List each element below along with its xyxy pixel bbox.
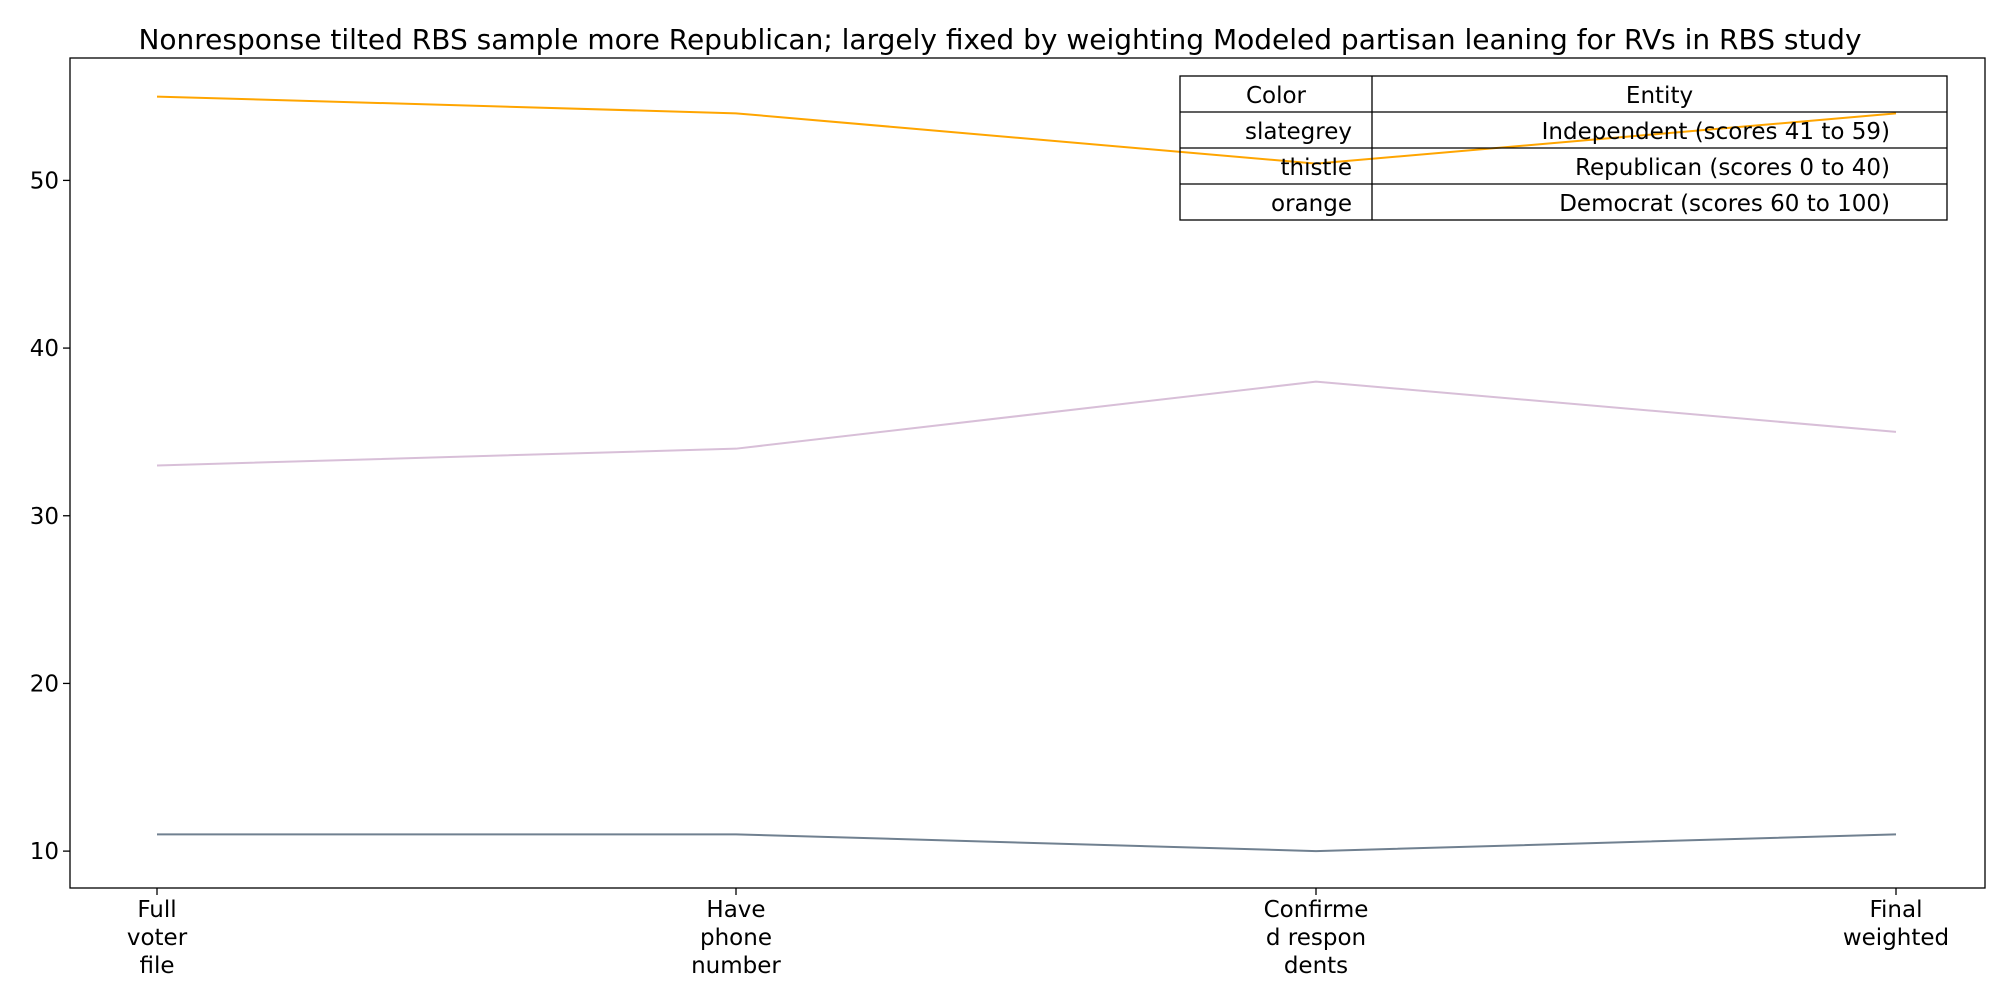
y-tick-label: 10	[30, 839, 59, 865]
y-axis: 10 20 30 40 50	[30, 168, 70, 865]
legend-table-cell-entity: Democrat (scores 60 to 100)	[1559, 191, 1890, 217]
x-tick-label-line: Confirme	[1264, 897, 1369, 923]
x-tick-label-line: number	[691, 953, 781, 979]
series-line-1	[156, 380, 1897, 467]
legend-table-header-entity: Entity	[1626, 83, 1693, 109]
x-tick-label-line: Have	[706, 897, 765, 923]
legend-table: Color Entity slategrey Independent (scores …	[1179, 75, 1948, 221]
x-tick-label: Final weighted	[1843, 897, 1949, 951]
x-tick-label-line: d respon	[1266, 925, 1366, 951]
y-tick-label: 30	[30, 504, 59, 530]
y-tick-label: 40	[30, 336, 59, 362]
legend-table-cell-color: orange	[1271, 191, 1352, 217]
series-line-0	[157, 833, 1897, 853]
legend-table-cell-color: slategrey	[1245, 119, 1352, 145]
plot-frame	[69, 57, 1986, 889]
series-line-2	[156, 95, 1897, 165]
x-tick-label-line: Final	[1869, 897, 1922, 923]
x-tick-label-line: phone	[700, 925, 772, 951]
x-tick-label: Confirme d respon dents	[1264, 897, 1369, 979]
legend-table-cell-entity: Independent (scores 41 to 59)	[1542, 119, 1890, 145]
x-tick-label-line: file	[139, 953, 174, 979]
chart-title: Nonresponse tilted RBS sample more Repub…	[138, 23, 1861, 56]
y-tick-label: 50	[30, 168, 59, 194]
legend-table-header-color: Color	[1246, 83, 1307, 109]
x-axis: Full voter file Have phone number Confirme d re…	[127, 888, 1949, 979]
x-tick-label: Full voter file	[127, 897, 188, 979]
x-tick-label-line: voter	[127, 925, 188, 951]
legend-table-cell-color: thistle	[1280, 155, 1352, 181]
y-tick-label: 20	[30, 671, 59, 697]
legend-table-cell-entity: Republican (scores 0 to 40)	[1575, 155, 1890, 181]
x-tick-label-line: Full	[137, 897, 176, 923]
x-tick-label-line: dents	[1284, 953, 1348, 979]
x-tick-label: Have phone number	[691, 897, 781, 979]
series-lines	[156, 95, 1897, 853]
x-tick-label-line: weighted	[1843, 925, 1949, 951]
